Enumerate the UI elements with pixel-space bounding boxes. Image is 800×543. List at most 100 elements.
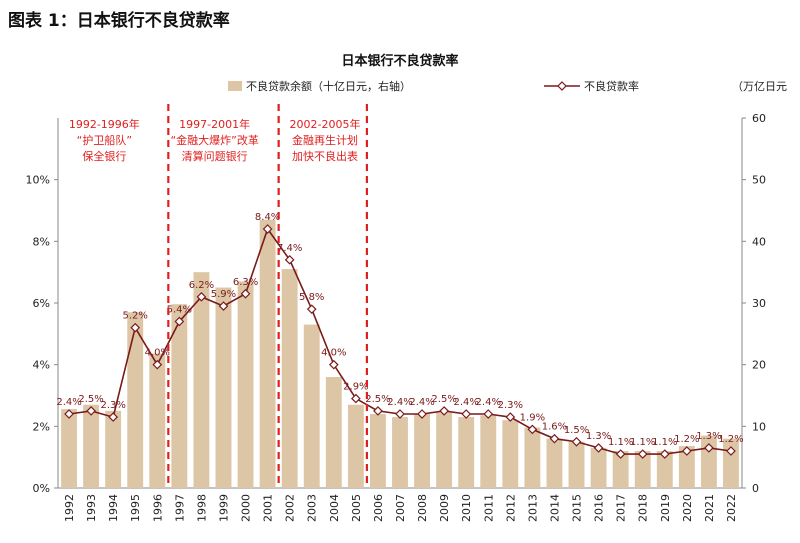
x-tick-label: 2000 xyxy=(240,494,253,522)
line-point xyxy=(571,436,582,447)
bar xyxy=(678,446,695,488)
x-tick-label: 2009 xyxy=(438,494,451,522)
bar xyxy=(414,414,431,488)
data-label: 8.4% xyxy=(255,212,280,223)
x-tick-label: 1999 xyxy=(217,494,230,522)
x-tick-label: 2006 xyxy=(372,494,385,522)
x-tick-label: 2012 xyxy=(504,494,517,522)
x-tick-label: 2010 xyxy=(460,494,473,522)
x-tick-label: 1995 xyxy=(129,494,142,522)
data-label: 6.3% xyxy=(233,277,258,288)
line-point xyxy=(615,449,626,459)
right-axis-unit: （万亿日元 xyxy=(732,80,787,93)
data-label: 1.3% xyxy=(586,431,611,442)
left-tick-label: 2% xyxy=(33,420,50,433)
bar xyxy=(656,451,673,488)
data-label: 1.1% xyxy=(630,437,655,448)
annotation-text: “护卫船队” xyxy=(77,133,132,147)
right-tick-label: 30 xyxy=(752,297,766,310)
bar xyxy=(347,404,364,488)
bar xyxy=(215,287,232,488)
line-point xyxy=(461,409,472,419)
data-label: 6.2% xyxy=(189,280,214,291)
annotation-text: 清算问题银行 xyxy=(182,149,248,163)
line-point xyxy=(417,409,427,419)
data-label: 7.4% xyxy=(277,243,302,254)
data-label: 1.3% xyxy=(696,431,721,442)
line-point xyxy=(549,433,560,444)
line-point xyxy=(306,304,317,315)
line-point xyxy=(328,359,339,370)
line-point xyxy=(681,446,692,456)
x-tick-label: 2015 xyxy=(571,494,584,522)
left-tick-label: 8% xyxy=(33,235,50,248)
x-tick-label: 1997 xyxy=(173,494,186,522)
bar xyxy=(436,412,453,488)
data-label: 2.5% xyxy=(365,394,390,405)
data-label: 2.4% xyxy=(387,397,412,408)
data-label: 4.0% xyxy=(145,348,170,359)
annotation-text: 1992-1996年 xyxy=(69,117,140,131)
bar xyxy=(546,438,563,488)
bar xyxy=(83,404,100,488)
x-tick-label: 2004 xyxy=(328,494,341,522)
data-label: 2.3% xyxy=(100,400,125,411)
bar xyxy=(480,415,497,488)
data-label: 1.2% xyxy=(674,434,699,445)
data-label: 1.9% xyxy=(520,412,545,423)
line-point xyxy=(593,443,604,453)
data-label: 1.2% xyxy=(718,434,743,445)
legend-bar-label: 不良贷款余额（十亿日元，右轴） xyxy=(246,79,411,93)
data-label: 2.9% xyxy=(343,382,368,393)
data-label: 5.2% xyxy=(123,311,148,322)
bar xyxy=(634,451,651,488)
bar xyxy=(149,353,166,488)
line-point xyxy=(351,393,361,404)
x-tick-label: 2018 xyxy=(637,494,650,522)
line-point xyxy=(174,316,185,327)
bar xyxy=(325,377,342,488)
annotation-text: 保全银行 xyxy=(82,149,126,163)
bar xyxy=(259,219,276,488)
line-point xyxy=(218,301,229,311)
bar xyxy=(392,417,408,488)
right-tick-label: 10 xyxy=(752,420,766,433)
line-point xyxy=(130,322,141,333)
legend-line-marker xyxy=(557,81,567,91)
annotation-text: 2002-2005年 xyxy=(289,117,360,131)
annotation-text: 加快不良出表 xyxy=(292,149,358,163)
line-point xyxy=(86,406,96,416)
data-label: 5.8% xyxy=(299,292,324,303)
legend: 不良贷款余额（十亿日元，右轴） 不良贷款率 （万亿日元 xyxy=(228,79,787,93)
line-point xyxy=(527,424,538,435)
x-tick-label: 1996 xyxy=(151,494,164,522)
annotation-text: “金融大爆炸”改革 xyxy=(170,133,258,147)
left-tick-label: 4% xyxy=(33,359,50,372)
line-point xyxy=(262,224,273,234)
x-tick-label: 2007 xyxy=(394,494,407,522)
data-label: 5.4% xyxy=(167,305,192,316)
x-tick-label: 1994 xyxy=(107,494,120,522)
x-tick-label: 2008 xyxy=(416,494,429,522)
period-annotations: 1992-1996年 “护卫船队” 保全银行 1997-2001年 “金融大爆炸”改革清… xyxy=(69,117,361,163)
bar xyxy=(281,269,298,488)
bar xyxy=(171,304,188,488)
right-tick-label: 50 xyxy=(752,174,766,187)
line-point xyxy=(152,359,163,370)
line-point xyxy=(240,288,251,299)
data-label: 2.4% xyxy=(56,397,81,408)
left-tick-label: 10% xyxy=(26,174,50,187)
bar xyxy=(193,272,210,488)
data-label: 2.5% xyxy=(431,394,456,405)
data-label: 2.4% xyxy=(453,397,478,408)
bar xyxy=(524,427,541,488)
bar xyxy=(458,417,475,488)
left-tick-label: 0% xyxy=(33,482,50,495)
line-point xyxy=(659,449,670,459)
left-tick-label: 6% xyxy=(33,297,50,310)
x-tick-label: 2022 xyxy=(725,494,738,522)
x-tick-label: 2011 xyxy=(482,494,495,522)
x-tick-label: 1992 xyxy=(63,494,76,522)
data-label: 1.6% xyxy=(542,422,567,433)
